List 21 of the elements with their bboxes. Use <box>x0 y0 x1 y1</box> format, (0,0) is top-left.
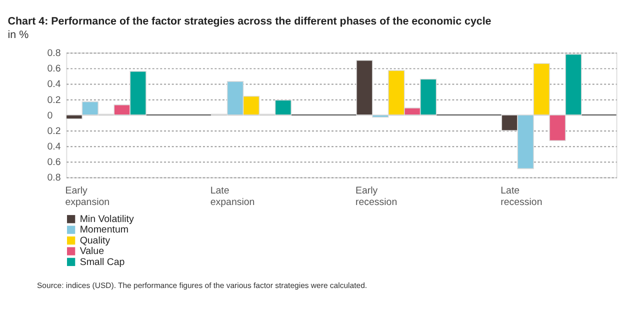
y-tick-label: 0.6 <box>47 64 61 75</box>
y-tick-label: 0.8 <box>47 48 61 60</box>
y-tick-label: 0.2 <box>47 126 61 137</box>
y-tick-label: 0 <box>47 110 54 122</box>
legend-label: Small Cap <box>80 256 125 268</box>
legend-label: Min Volatility <box>80 214 134 226</box>
y-tick-label: 0.4 <box>47 142 62 152</box>
chart-title: Chart 4: Performance of the factor strategies across the different phases of the economic cycle <box>8 15 492 28</box>
x-tick-label: Early expansion <box>65 185 110 208</box>
x-tick-label: Early recession <box>356 185 398 208</box>
legend-label: Quality <box>80 235 110 246</box>
y-tick-label: 0.4 <box>47 79 62 90</box>
source-note: Source: indices (USD). The performance figures of the various factor strategies were calculated. <box>36 281 368 290</box>
y-tick-label: 0.8 <box>47 172 61 184</box>
legend-label: Value <box>80 246 104 258</box>
legend-label: Momentum <box>80 224 128 236</box>
chart-subtitle: in % <box>8 29 30 42</box>
y-tick-label: 0.6 <box>47 157 61 168</box>
x-tick-label: Late recession <box>500 185 542 208</box>
x-tick-label: Late expansion <box>210 185 255 208</box>
y-tick-label: 0.2 <box>47 94 61 106</box>
